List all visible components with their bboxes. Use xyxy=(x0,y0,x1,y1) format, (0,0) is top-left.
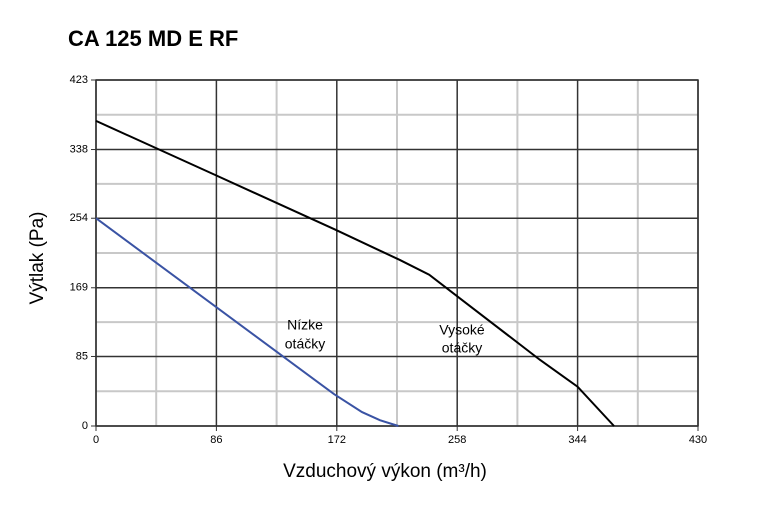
y-tick-label: 423 xyxy=(70,74,88,86)
x-tick-label: 258 xyxy=(448,434,466,446)
series-line xyxy=(95,217,399,427)
annotation-line: Vysoké xyxy=(439,322,485,338)
annotation: Nízke otáčky xyxy=(285,317,325,352)
annotation: Vysoké otáčky xyxy=(439,322,485,356)
y-tick-label: 254 xyxy=(70,212,88,224)
annotation-line: Nízke xyxy=(287,317,323,333)
annotation-line: otáčky xyxy=(285,336,325,352)
annotation-line: otáčky xyxy=(442,340,482,356)
y-tick-label: 169 xyxy=(70,282,88,294)
x-axis-label: Vzduchový výkon (m³/h) xyxy=(283,461,487,482)
x-tick-label: 86 xyxy=(210,434,222,446)
y-tick-label: 338 xyxy=(70,143,88,155)
x-tick-label: 430 xyxy=(689,434,707,446)
x-tick-label: 172 xyxy=(328,434,346,446)
x-tick-label: 0 xyxy=(93,434,99,446)
y-tick-label: 85 xyxy=(76,350,88,362)
series-line xyxy=(95,119,615,427)
plot: 0 86 172 258 344 430 0 85 169 254 338 423 xyxy=(70,74,708,446)
y-axis-label: Výtlak (Pa) xyxy=(27,212,48,305)
chart-title: CA 125 MD E RF xyxy=(68,26,238,51)
x-tick-label: 344 xyxy=(568,434,586,446)
y-tick-label: 0 xyxy=(82,420,88,432)
